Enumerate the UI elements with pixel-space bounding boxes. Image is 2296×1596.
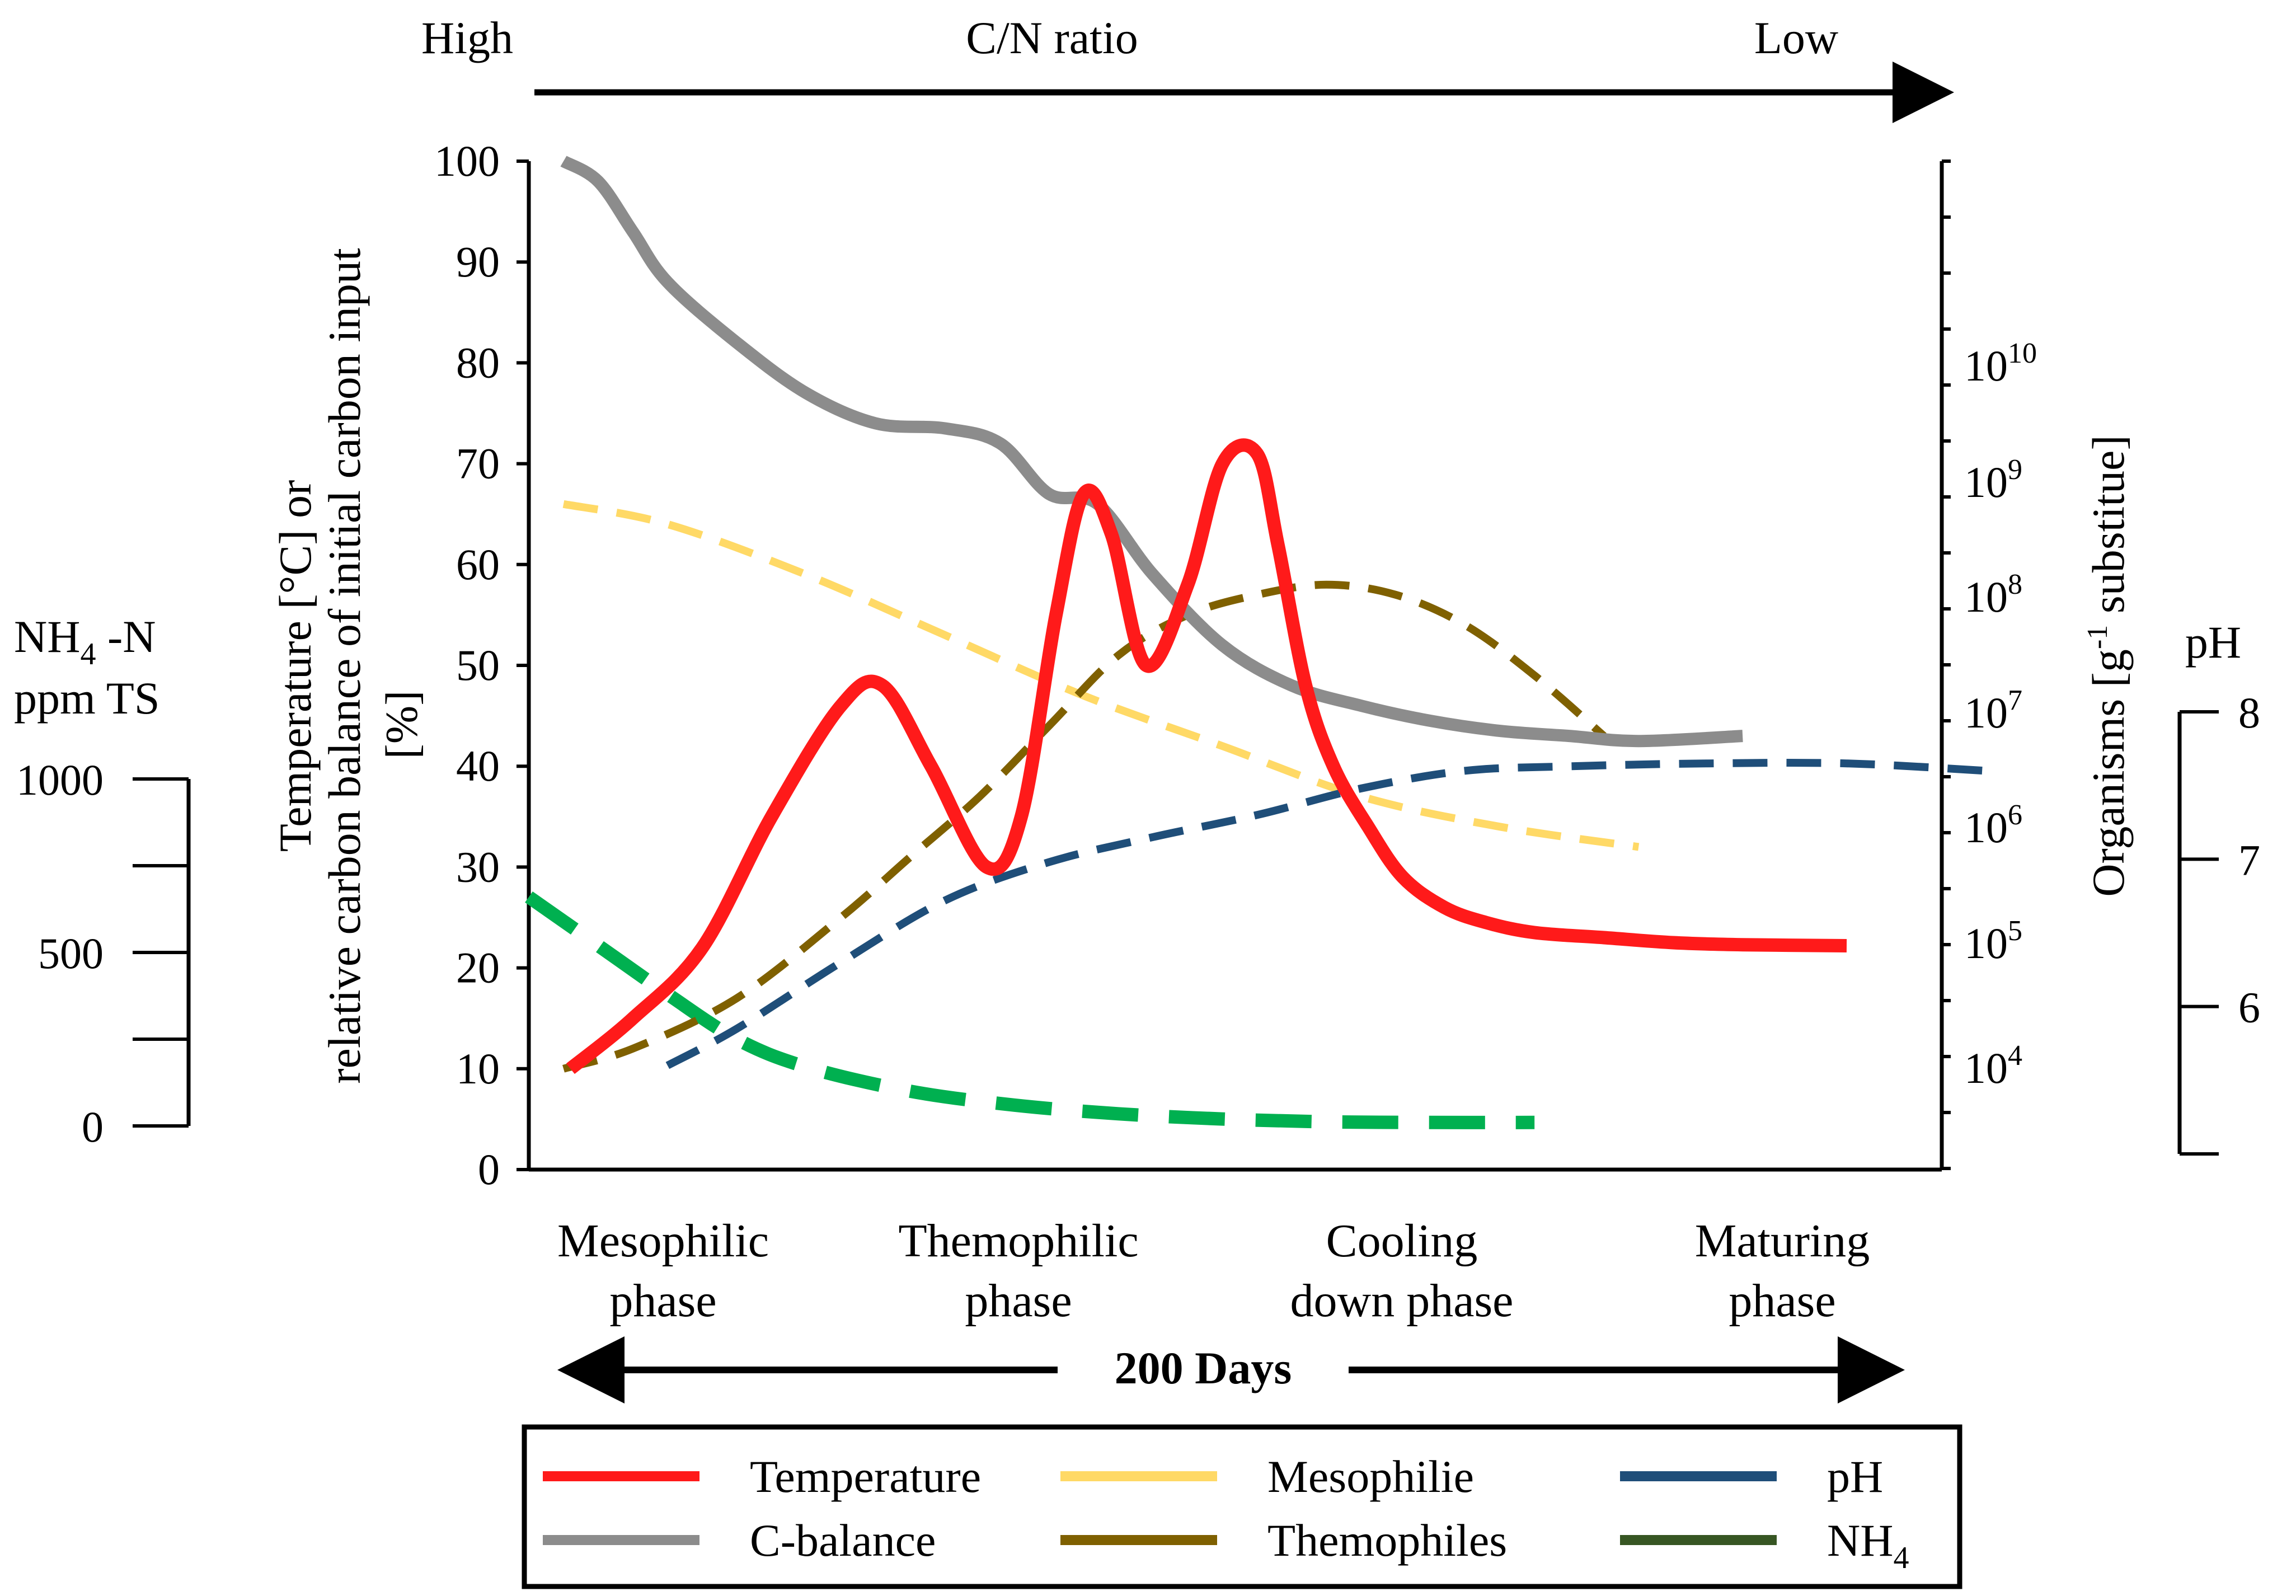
right-tick-base: 10	[1964, 919, 2008, 968]
right-tick-base: 10	[1964, 1044, 2008, 1092]
right-tick-base: 10	[1964, 458, 2008, 506]
left-tick-label: 30	[456, 842, 500, 891]
right-axis-label-sup: -1	[2082, 625, 2114, 649]
nh4-axis: NH4 -N ppm TS 0 500 1000	[14, 611, 191, 1151]
right-tick-label: 107	[1964, 684, 2022, 737]
legend-box	[522, 1424, 1962, 1589]
legend-label: C-balance	[750, 1515, 936, 1566]
ph-tick-label: 6	[2238, 983, 2260, 1032]
right-tick-base: 10	[1964, 803, 2008, 852]
right-tick-exponent: 8	[2008, 569, 2022, 600]
nh4-tick-label: 500	[38, 929, 104, 978]
right-axis-label-prefix: Organisms [g	[2083, 649, 2134, 897]
ph-axis-ticks: 6 7 8	[2180, 688, 2260, 1156]
nh4-axis-label-sub: 4	[80, 637, 96, 672]
nh4-tick-label: 0	[82, 1102, 104, 1151]
left-tick-label: 100	[434, 137, 500, 185]
nh4-tick-label: 1000	[16, 755, 104, 804]
right-tick-base: 10	[1964, 688, 2008, 737]
legend-label: Mesophilie	[1267, 1451, 1474, 1502]
right-tick-exponent: 4	[2008, 1040, 2022, 1072]
series-line-nh4	[525, 891, 1535, 1129]
phase-themophilic-line1: Themophilic	[898, 1215, 1138, 1267]
phase-maturing-line2: phase	[1729, 1275, 1835, 1327]
ph-axis: pH 6 7 8	[2177, 617, 2260, 1156]
nh4-axis-ticks: 0 500 1000	[16, 755, 189, 1151]
left-axis-label-line2: relative carbon balance of initial carbo…	[319, 248, 370, 1084]
nh4-axis-label-main: NH	[14, 611, 80, 662]
phase-cooling-line2: down phase	[1290, 1275, 1514, 1327]
left-tick-label: 60	[456, 540, 500, 589]
left-tick-label: 50	[456, 641, 500, 689]
series-line-mesophilie	[562, 500, 1640, 851]
legend-label-main: NH	[1827, 1515, 1893, 1566]
left-axis-ticks: 0 10 20 30 40 50 60 70 80 90 100	[434, 137, 529, 1194]
phase-cooling-line1: Cooling	[1326, 1215, 1478, 1267]
legend: Temperature C-balance Mesophilie Themophile…	[522, 1424, 1962, 1589]
ph-tick-label: 7	[2238, 835, 2260, 884]
phase-themophilic-line2: phase	[965, 1275, 1072, 1327]
series-line-ph	[665, 758, 1986, 1069]
legend-label-sub: 4	[1893, 1541, 1909, 1575]
right-tick-exponent: 10	[2008, 337, 2037, 369]
nh4-axis-label-suffix: -N	[96, 611, 156, 662]
legend-items: Temperature C-balance Mesophilie Themophile…	[543, 1451, 1909, 1575]
series-layer	[525, 156, 1986, 1129]
series-line-themophiles	[562, 580, 1607, 1073]
right-axis-label-suffix: substitue]	[2083, 435, 2134, 625]
right-tick-exponent: 7	[2008, 684, 2022, 716]
right-tick-exponent: 5	[2008, 915, 2022, 947]
right-tick-exponent: 9	[2008, 454, 2022, 486]
legend-label: Themophiles	[1267, 1515, 1507, 1566]
right-tick-exponent: 6	[2008, 799, 2022, 831]
series-line-temperature	[566, 438, 1847, 1074]
left-axis-label-line3: [%]	[376, 691, 427, 759]
x-axis-label: 200 Days	[1115, 1342, 1292, 1393]
right-tick-label: 104	[1964, 1040, 2022, 1092]
phase-mesophilic-line2: phase	[609, 1275, 716, 1327]
legend-label: pH	[1827, 1451, 1883, 1502]
left-axis-label: Temperature [°C] or relative carbon bala…	[270, 248, 427, 1084]
ph-axis-label: pH	[2185, 617, 2241, 668]
left-tick-label: 0	[478, 1145, 500, 1194]
left-tick-label: 20	[456, 943, 500, 992]
top-axis-high: High	[421, 12, 513, 63]
duration-axis: 200 Days	[557, 1336, 1905, 1403]
top-axis-low: Low	[1754, 12, 1838, 63]
left-axis-label-line1: Temperature [°C] or	[270, 480, 321, 852]
plot-frame	[527, 161, 1944, 1172]
phase-labels: Mesophilic phase Themophilic phase Cooli…	[557, 1215, 1870, 1327]
right-tick-base: 10	[1964, 341, 2008, 390]
left-tick-label: 80	[456, 338, 500, 387]
phase-maturing-line1: Maturing	[1695, 1215, 1870, 1267]
legend-label: Temperature	[750, 1451, 981, 1502]
right-tick-label: 105	[1964, 915, 2022, 968]
right-axis-label: Organisms [g-1 substitue]	[2082, 435, 2134, 896]
left-tick-label: 70	[456, 439, 500, 488]
legend-label: NH4	[1827, 1515, 1909, 1575]
nh4-axis-label-line2: ppm TS	[14, 673, 160, 724]
phase-mesophilic-line1: Mesophilic	[557, 1215, 769, 1267]
right-tick-label: 106	[1964, 799, 2022, 852]
svg-text:Organisms [g-1 substitue]: Organisms [g-1 substitue]	[2082, 435, 2134, 896]
right-tick-label: 1010	[1964, 337, 2037, 390]
left-tick-label: 90	[456, 237, 500, 286]
right-tick-label: 109	[1964, 454, 2022, 506]
right-tick-base: 10	[1964, 572, 2008, 621]
top-axis: High C/N ratio Low	[421, 12, 1954, 123]
top-axis-title: C/N ratio	[966, 12, 1138, 63]
ph-tick-label: 8	[2238, 688, 2260, 737]
right-tick-label: 108	[1964, 569, 2022, 621]
svg-text:NH4 -N: NH4 -N	[14, 611, 156, 672]
left-tick-label: 10	[456, 1044, 500, 1093]
left-tick-label: 40	[456, 741, 500, 790]
